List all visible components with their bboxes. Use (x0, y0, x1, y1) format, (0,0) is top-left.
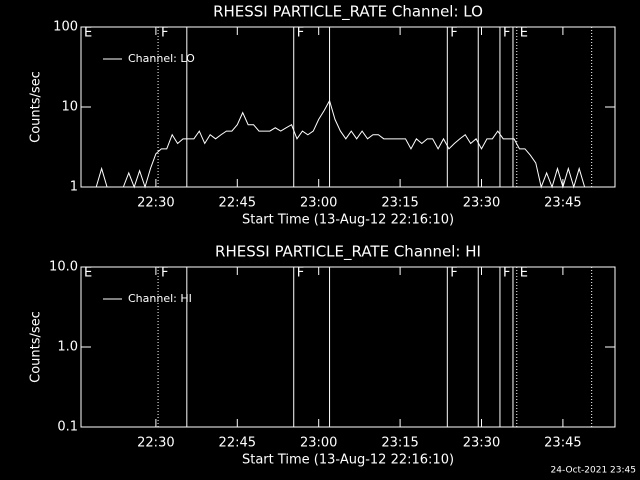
y-tick-label: 100 (53, 20, 78, 35)
event-label: E (520, 26, 528, 41)
event-label: F (161, 26, 168, 41)
event-label: F (503, 26, 510, 41)
y-tick-label: 10.0 (49, 260, 78, 275)
event-label: F (450, 266, 457, 281)
event-label: E (84, 26, 92, 41)
x-tick-label: 22:45 (219, 436, 256, 451)
series-line (85, 99, 586, 189)
x-tick-label: 23:45 (544, 196, 581, 211)
footer: 24-Oct-2021 23:45 (551, 466, 636, 476)
x-tick-label: 22:30 (137, 436, 174, 451)
event-label: F (450, 26, 457, 41)
x-axis-label: Start Time (13-Aug-12 22:16:10) (242, 213, 454, 228)
y-axis-label: Counts/sec (29, 311, 44, 383)
y-axis-label: Counts/sec (29, 71, 44, 143)
x-axis-label: Start Time (13-Aug-12 22:16:10) (242, 453, 454, 468)
x-tick-label: 23:15 (381, 196, 418, 211)
x-tick-label: 23:15 (381, 436, 418, 451)
x-tick-label: 23:45 (544, 436, 581, 451)
event-label: F (161, 266, 168, 281)
y-tick-label: 1.0 (57, 340, 78, 355)
x-tick-label: 22:45 (219, 196, 256, 211)
x-tick-label: 23:30 (463, 196, 500, 211)
legend-label: Channel: LO (128, 52, 195, 65)
x-tick-label: 23:30 (463, 436, 500, 451)
event-label: F (503, 266, 510, 281)
event-label: F (297, 26, 304, 41)
chart-title: RHESSI PARTICLE_RATE Channel: LO (213, 3, 483, 22)
event-label: E (84, 266, 92, 281)
x-tick-label: 23:00 (300, 196, 337, 211)
chart-title: RHESSI PARTICLE_RATE Channel: HI (215, 243, 481, 262)
event-label: E (520, 266, 528, 281)
y-tick-label: 10 (61, 100, 78, 115)
legend-label: Channel: HI (128, 292, 192, 305)
x-tick-label: 22:30 (137, 196, 174, 211)
y-tick-label: 1 (70, 180, 78, 195)
y-tick-label: 0.1 (57, 420, 78, 435)
event-label: F (297, 266, 304, 281)
x-tick-label: 23:00 (300, 436, 337, 451)
